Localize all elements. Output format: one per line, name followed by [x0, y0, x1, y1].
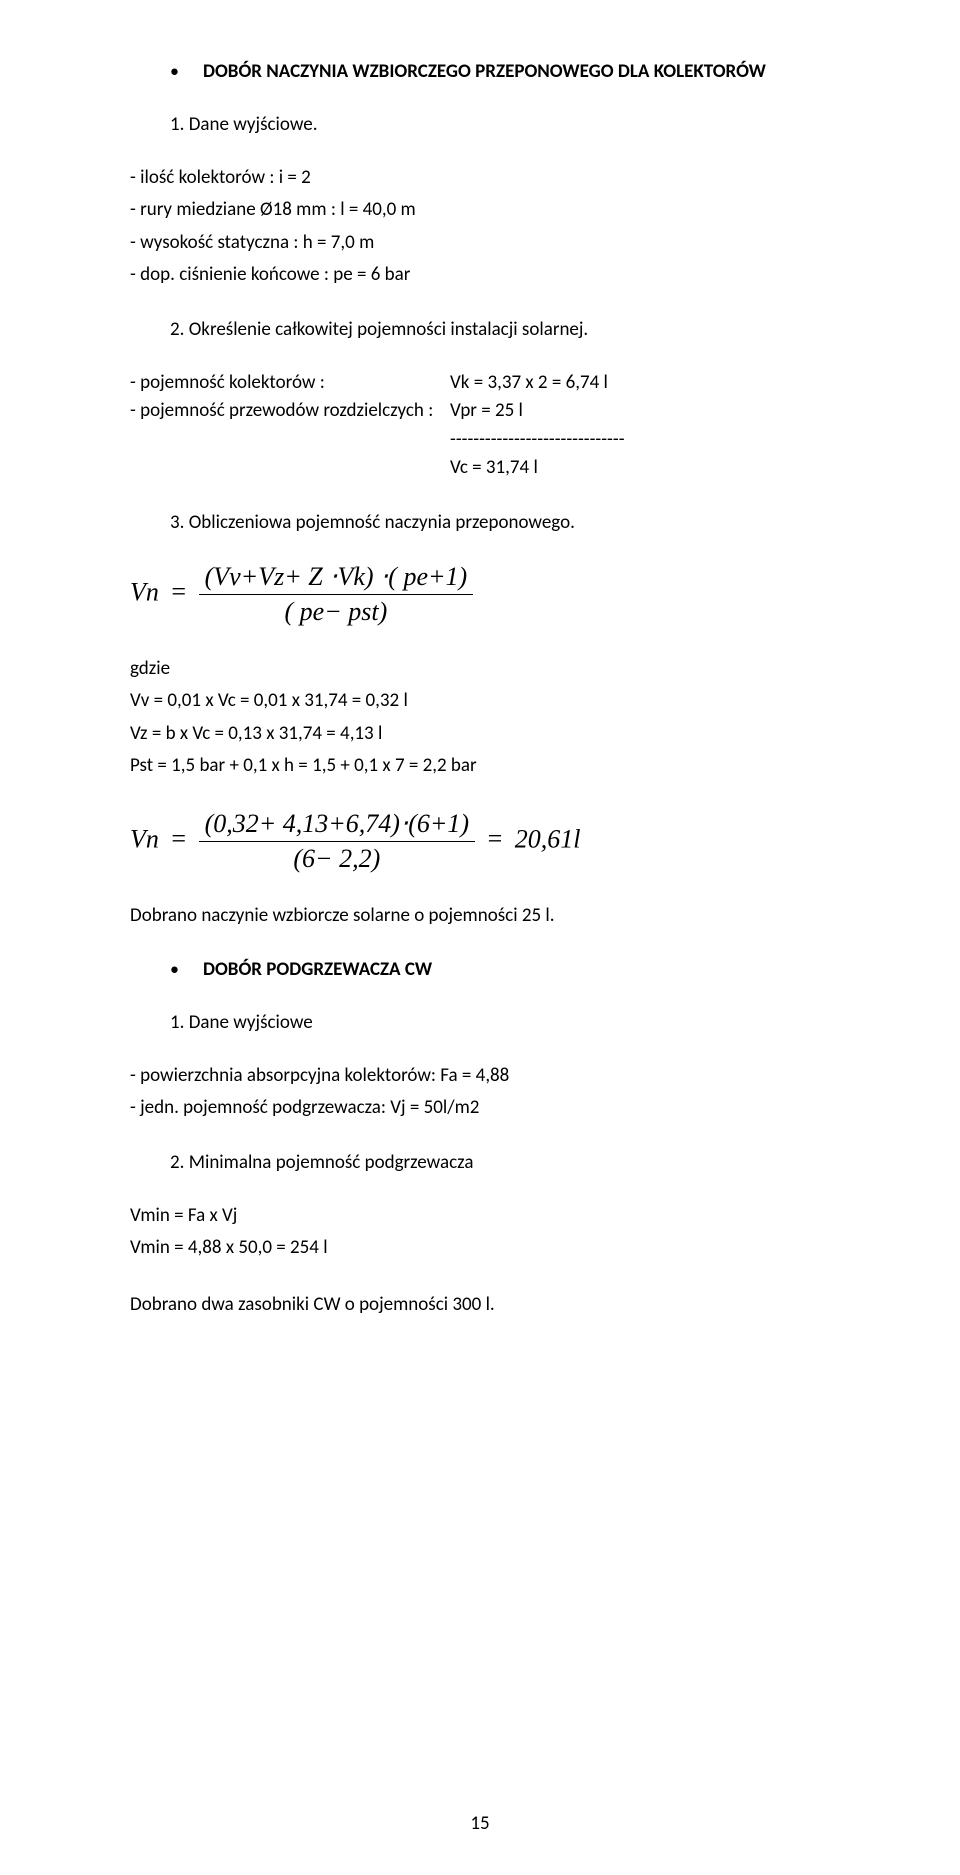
where-line: Pst = 1,5 bar + 0,1 x h = 1,5 + 0,1 x 7 … [130, 752, 860, 781]
vmin-line: Vmin = Fa x Vj [130, 1202, 860, 1231]
section-heading-text: DOBÓR PODGRZEWACZA CW [203, 958, 432, 983]
input-line: - jedn. pojemność podgrzewacza: Vj = 50l… [130, 1094, 860, 1123]
separator-dashes: ------------------------------ [450, 426, 860, 455]
step-2-heading: 2. Określenie całkowitej pojemności inst… [170, 318, 860, 341]
document-page: • DOBÓR NACZYNIA WZBIORCZEGO PRZEPONOWEG… [0, 0, 960, 1875]
step-1-heading: 1. Dane wyjściowe [170, 1011, 860, 1034]
result-block: Dobrano naczynie wzbiorcze solarne o poj… [130, 902, 860, 931]
formula-vn-symbolic: Vn = (Vv+Vz+ Z ⋅Vk) ⋅( pe+1) ( pe− pst) [130, 562, 860, 627]
capacity-table: - pojemność kolektorów : Vk = 3,37 x 2 =… [130, 369, 860, 483]
vmin-line: Vmin = 4,88 x 50,0 = 254 l [130, 1234, 860, 1263]
input-data-block-1: - ilość kolektorów : i = 2 - rury miedzi… [130, 164, 860, 290]
denominator: ( pe− pst) [199, 595, 474, 627]
page-number: 15 [0, 1812, 960, 1835]
formula-result: 20,61l [515, 824, 581, 853]
fraction: (Vv+Vz+ Z ⋅Vk) ⋅( pe+1) ( pe− pst) [199, 562, 474, 627]
capacity-label: - pojemność kolektorów : [130, 369, 450, 398]
denominator: (6− 2,2) [199, 842, 476, 874]
input-line: - ilość kolektorów : i = 2 [130, 164, 860, 193]
input-line: - wysokość statyczna : h = 7,0 m [130, 229, 860, 258]
input-line: - powierzchnia absorpcyjna kolektorów: F… [130, 1062, 860, 1091]
capacity-row: - pojemność przewodów rozdzielczych : Vp… [130, 397, 860, 426]
capacity-row: - pojemność kolektorów : Vk = 3,37 x 2 =… [130, 369, 860, 398]
numerator: (Vv+Vz+ Z ⋅Vk) ⋅( pe+1) [199, 562, 474, 595]
vc-result: Vc = 31,74 l [450, 454, 860, 483]
input-data-block-2: - powierzchnia absorpcyjna kolektorów: F… [130, 1062, 860, 1123]
equals-sign: = [165, 824, 192, 853]
section-heading-expansion-vessel: • DOBÓR NACZYNIA WZBIORCZEGO PRZEPONOWEG… [170, 60, 860, 85]
where-label: gdzie [130, 655, 860, 684]
equals-sign: = [165, 577, 192, 606]
result-line: Dobrano dwa zasobniki CW o pojemności 30… [130, 1291, 860, 1320]
step-3-heading: 3. Obliczeniowa pojemność naczynia przep… [170, 511, 860, 534]
formula-vn-numeric: Vn = (0,32+ 4,13+6,74)⋅(6+1) (6− 2,2) = … [130, 809, 860, 874]
result-block: Dobrano dwa zasobniki CW o pojemności 30… [130, 1291, 860, 1320]
step-1-heading: 1. Dane wyjściowe. [170, 113, 860, 136]
result-line: Dobrano naczynie wzbiorcze solarne o poj… [130, 902, 860, 931]
capacity-label: - pojemność przewodów rozdzielczych : [130, 397, 450, 426]
where-block: gdzie Vv = 0,01 x Vc = 0,01 x 31,74 = 0,… [130, 655, 860, 781]
formula-lhs: Vn [130, 824, 159, 853]
equals-sign: = [482, 824, 509, 853]
bullet-icon: • [170, 60, 179, 83]
capacity-value: Vk = 3,37 x 2 = 6,74 l [450, 369, 860, 398]
section-heading-heater: • DOBÓR PODGRZEWACZA CW [170, 958, 860, 983]
bullet-icon: • [170, 958, 179, 981]
where-line: Vv = 0,01 x Vc = 0,01 x 31,74 = 0,32 l [130, 687, 860, 716]
numerator: (0,32+ 4,13+6,74)⋅(6+1) [199, 809, 476, 842]
capacity-value: Vpr = 25 l [450, 397, 860, 426]
where-line: Vz = b x Vc = 0,13 x 31,74 = 4,13 l [130, 720, 860, 749]
vmin-block: Vmin = Fa x Vj Vmin = 4,88 x 50,0 = 254 … [130, 1202, 860, 1263]
section-heading-text: DOBÓR NACZYNIA WZBIORCZEGO PRZEPONOWEGO … [203, 60, 766, 85]
fraction: (0,32+ 4,13+6,74)⋅(6+1) (6− 2,2) [199, 809, 476, 874]
step-2-heading: 2. Minimalna pojemność podgrzewacza [170, 1151, 860, 1174]
formula-lhs: Vn [130, 577, 159, 606]
input-line: - rury miedziane Ø18 mm : l = 40,0 m [130, 196, 860, 225]
input-line: - dop. ciśnienie końcowe : pe = 6 bar [130, 261, 860, 290]
